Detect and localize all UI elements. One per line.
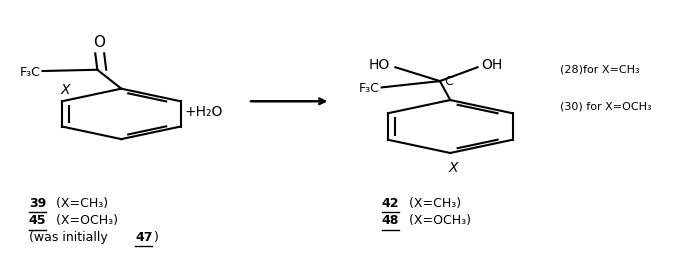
- Text: (X=OCH₃): (X=OCH₃): [48, 213, 118, 226]
- Text: O: O: [93, 35, 105, 50]
- Text: (28)for X=CH₃: (28)for X=CH₃: [560, 64, 639, 74]
- Text: 47: 47: [135, 230, 153, 243]
- Text: 39: 39: [29, 196, 46, 209]
- Text: (30) for X=OCH₃: (30) for X=OCH₃: [560, 101, 652, 111]
- Text: X: X: [61, 82, 70, 96]
- Text: ): ): [154, 230, 159, 243]
- Text: 48: 48: [382, 213, 399, 226]
- Text: F₃C: F₃C: [358, 82, 380, 94]
- Text: +H₂O: +H₂O: [184, 105, 223, 119]
- Text: (X=CH₃): (X=CH₃): [401, 196, 461, 209]
- Text: 45: 45: [29, 213, 46, 226]
- Text: C: C: [444, 75, 453, 88]
- Text: F₃C: F₃C: [19, 65, 41, 78]
- Text: X: X: [449, 161, 458, 174]
- Text: (X=CH₃): (X=CH₃): [48, 196, 108, 209]
- Text: HO: HO: [369, 58, 390, 72]
- Text: OH: OH: [481, 58, 502, 72]
- Text: 42: 42: [382, 196, 399, 209]
- Text: (X=OCH₃): (X=OCH₃): [401, 213, 471, 226]
- Text: (was initially: (was initially: [29, 230, 111, 243]
